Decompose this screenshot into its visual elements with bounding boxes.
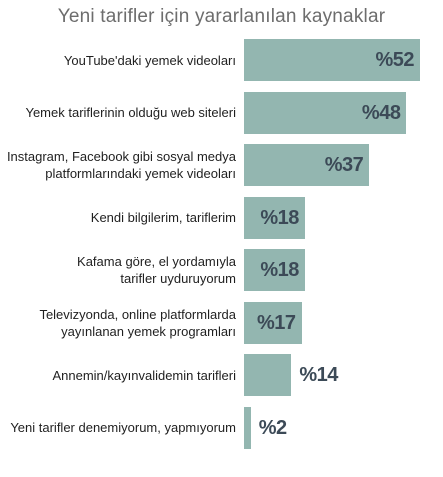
category-label: Televizyonda, online platformlarda yayın… <box>39 306 236 339</box>
value-label: %37 <box>324 154 364 176</box>
category-label: Instagram, Facebook gibi sosyal medya pl… <box>6 149 236 181</box>
bar <box>244 249 305 291</box>
category-label: Kendi bilgilerim, tariflerim <box>90 210 236 225</box>
bar <box>244 196 305 239</box>
value-label: %52 <box>375 49 414 71</box>
value-label: %2 <box>258 416 287 439</box>
bar <box>244 301 302 344</box>
chart-title: Yeni tarifler için yararlanılan kaynakla… <box>57 6 386 27</box>
category-label: Yeni tarifler denemiyorum, yapmıyorum <box>10 420 236 435</box>
value-label: %18 <box>260 206 299 229</box>
value-label: %17 <box>257 311 296 334</box>
value-label: %18 <box>260 259 299 281</box>
bar <box>244 39 420 81</box>
bar <box>244 91 407 134</box>
category-label: YouTube'daki yemek videoları <box>63 52 236 68</box>
bar <box>244 406 251 449</box>
value-label: %14 <box>299 364 338 386</box>
category-label: Annemin/kayınvalidemin tarifleri <box>52 367 236 383</box>
category-label: Yemek tariflerinin olduğu web siteleri <box>25 105 236 120</box>
value-label: %48 <box>361 101 401 124</box>
bar <box>244 144 370 186</box>
category-label: Kafama göre, el yordamıyla tarifler uydu… <box>77 254 236 286</box>
bar <box>244 354 292 396</box>
